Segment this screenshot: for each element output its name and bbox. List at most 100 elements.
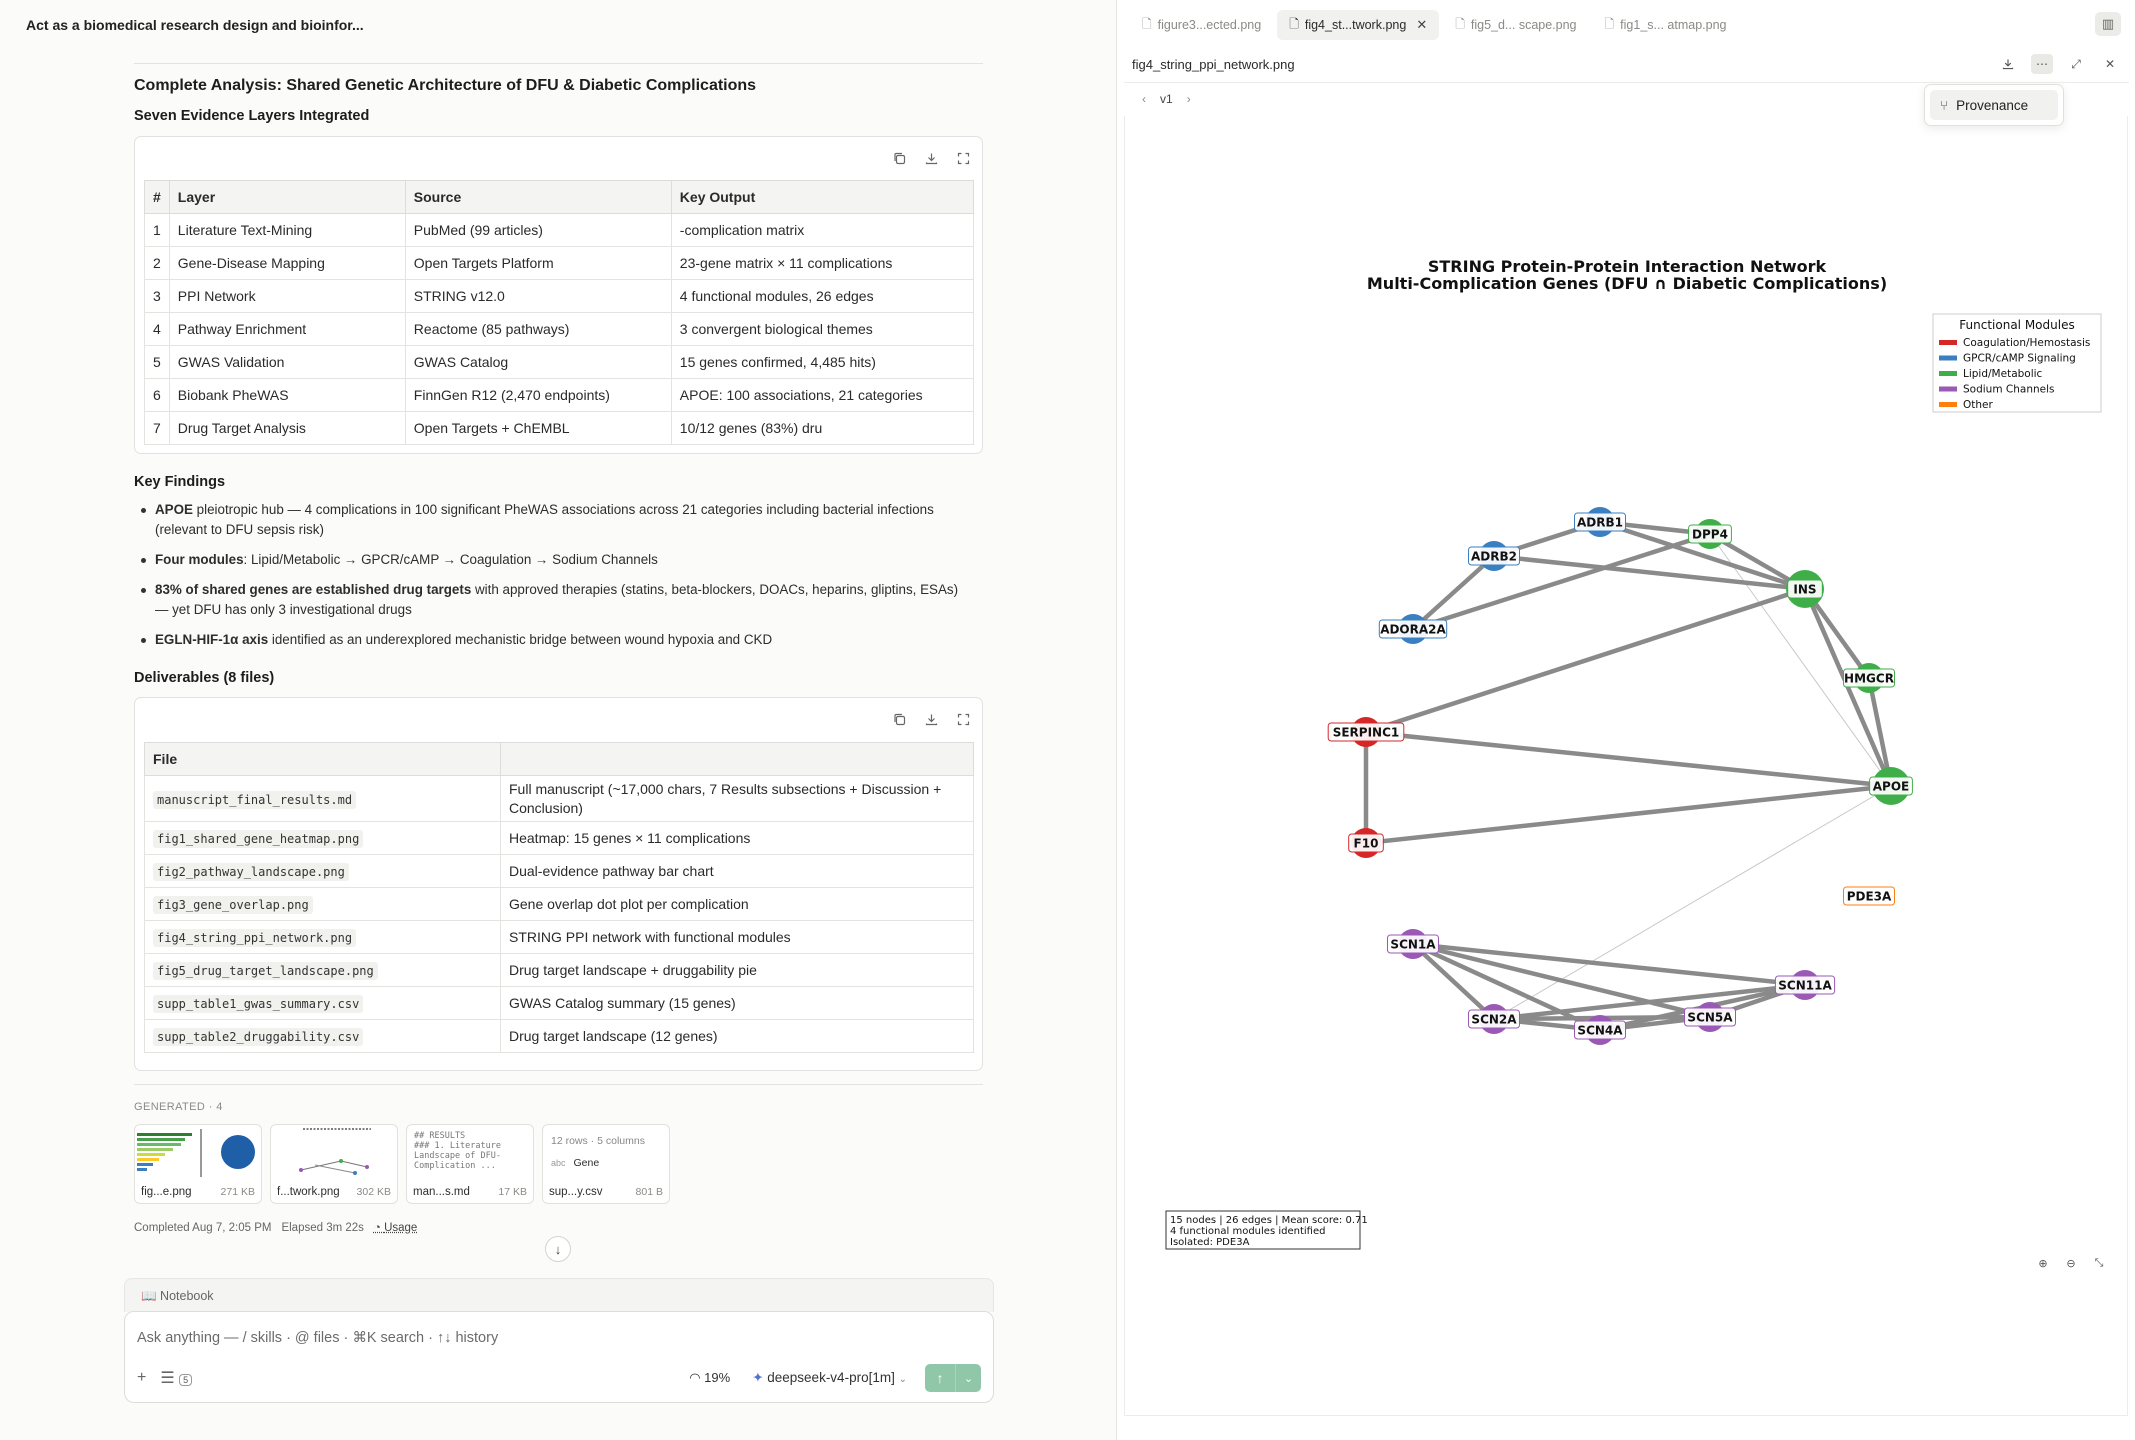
table-tools	[888, 147, 974, 169]
network-edge	[1412, 941, 1806, 988]
table-cell: APOE: 100 associations, 21 categories	[670, 378, 975, 412]
table-row: fig1_shared_gene_heatmap.png Heatmap: 15 …	[144, 821, 974, 855]
thumb-size: 302 KB	[356, 1186, 391, 1198]
chevron-down-icon: ⌄	[898, 1374, 907, 1385]
table-header	[500, 742, 974, 776]
file-cell: fig3_gene_overlap.png	[144, 887, 501, 921]
table-row: fig4_string_ppi_network.png STRING PPI ne…	[144, 920, 974, 954]
network-edge	[1493, 553, 1806, 592]
model-icon: ✦	[752, 1370, 768, 1385]
file-viewer-pane: 🗋 figure3...ected.png 🗋 fig4_st...twork.pn…	[1118, 0, 2135, 1440]
tasks-button[interactable]: ☰ 5	[160, 1368, 193, 1388]
node-label-box	[1378, 619, 1448, 639]
close-icon[interactable]: ✕	[1416, 17, 1428, 32]
usage-link[interactable]: ◔ Usage	[373, 1222, 418, 1234]
stats-box: 15 nodes | 26 edges | Mean score: 0.71 4…	[1165, 1210, 1368, 1250]
divider	[134, 63, 983, 64]
network-node: HMGCR	[1843, 663, 1895, 693]
chevron-right-icon[interactable]: ›	[1186, 91, 1191, 106]
network-node: F10	[1348, 828, 1384, 858]
branch-icon: ⑂	[1940, 97, 1949, 113]
menu-item-provenance[interactable]: ⑂ Provenance	[1930, 90, 2058, 120]
file-name[interactable]: fig5_drug_target_landscape.png	[153, 962, 378, 980]
zoom-out-icon[interactable]: ⊖	[2066, 1257, 2076, 1270]
expand-icon[interactable]	[952, 147, 974, 169]
context-usage[interactable]: ◠ 19%	[689, 1370, 731, 1385]
file-name[interactable]: supp_table1_gwas_summary.csv	[153, 995, 364, 1013]
node-label: SCN5A	[1687, 1011, 1733, 1025]
model-selector[interactable]: ✦ deepseek-v4-pro[1m] ⌄	[752, 1370, 907, 1385]
file-tools: ⋯ ⤢ ✕	[1997, 54, 2121, 74]
copy-icon[interactable]	[888, 708, 910, 730]
notebook-bar[interactable]: 📖 Notebook	[124, 1278, 994, 1312]
composer-toolbar: + ☰ 5 ◠ 19% ✦ deepseek-v4-pro[1m] ⌄ ↑ ⌄	[137, 1364, 981, 1392]
expand-icon[interactable]: ⤢	[2071, 56, 2081, 71]
table-cell: Open Targets Platform	[404, 246, 672, 280]
csv-column: abc Gene	[551, 1157, 600, 1169]
finding-highlight: 83% of shared genes are established drug…	[155, 582, 472, 597]
viewer-tab[interactable]: 🗋 fig1_s... atmap.png	[1593, 10, 1739, 40]
table-cell: 10/12 genes (83%) dru	[670, 411, 975, 445]
generated-file-thumb[interactable]: f...twork.png 302 KB	[270, 1124, 398, 1204]
file-cell: fig5_drug_target_landscape.png	[144, 953, 501, 987]
file-name[interactable]: supp_table2_druggability.csv	[153, 1028, 364, 1046]
download-icon[interactable]	[1997, 54, 2019, 74]
composer-input[interactable]: Ask anything — / skills · @ files · ⌘K s…	[137, 1330, 499, 1346]
table-cell: 1	[144, 213, 170, 247]
file-name[interactable]: fig1_shared_gene_heatmap.png	[153, 830, 364, 848]
files-table: File manuscript_final_results.md Full man…	[144, 742, 974, 1053]
chat-title[interactable]: Act as a biomedical research design and …	[26, 17, 364, 33]
list-icon: ☰	[160, 1370, 175, 1387]
send-options-button[interactable]: ⌄	[955, 1364, 981, 1392]
legend-label: Coagulation/Hemostasis	[1963, 337, 2090, 349]
report-heading: Complete Analysis: Shared Genetic Archit…	[134, 77, 757, 94]
zoom-in-icon[interactable]: ⊕	[2038, 1257, 2048, 1270]
file-name[interactable]: manuscript_final_results.md	[153, 790, 357, 809]
table-header: File	[144, 742, 501, 776]
node-label: PDE3A	[1847, 890, 1892, 904]
files-table-card: File manuscript_final_results.md Full man…	[134, 697, 983, 1071]
chevron-left-icon[interactable]: ‹	[1142, 91, 1146, 106]
file-icon: 🗋	[1142, 16, 1152, 31]
download-icon[interactable]	[920, 708, 942, 730]
generated-file-thumb[interactable]: fig...e.png 271 KB	[134, 1124, 262, 1204]
markdown-preview: ## RESULTS ### 1. Literature Landscape o…	[414, 1131, 501, 1171]
table-cell: 4	[144, 312, 170, 346]
copy-icon[interactable]	[888, 147, 910, 169]
composer[interactable]: Ask anything — / skills · @ files · ⌘K s…	[124, 1311, 994, 1403]
table-cell: Biobank PheWAS	[168, 378, 406, 412]
file-name[interactable]: fig3_gene_overlap.png	[153, 896, 313, 914]
version-bar: ‹ v1 ›	[1124, 82, 2129, 114]
expand-icon[interactable]	[952, 708, 974, 730]
plus-icon[interactable]: +	[137, 1369, 147, 1386]
close-icon[interactable]: ✕	[2104, 57, 2116, 71]
elapsed-time: Elapsed 3m 22s	[281, 1222, 364, 1234]
viewer-tab-active[interactable]: 🗋 fig4_st...twork.png ✕	[1277, 10, 1440, 40]
viewer-tab[interactable]: 🗋 figure3...ected.png	[1130, 10, 1273, 40]
viewer-tabs: 🗋 figure3...ected.png 🗋 fig4_st...twork.pn…	[1118, 10, 2135, 40]
file-name[interactable]: fig2_pathway_landscape.png	[153, 863, 349, 881]
node-label-box	[1574, 512, 1626, 532]
send-button[interactable]: ↑	[925, 1364, 955, 1392]
divider	[134, 1084, 983, 1085]
node-label: SCN11A	[1778, 979, 1832, 993]
stats-line: Isolated: PDE3A	[1170, 1237, 1250, 1248]
description-cell: Drug target landscape (12 genes)	[500, 1019, 974, 1053]
file-name[interactable]: fig4_string_ppi_network.png	[153, 929, 357, 947]
table-tools	[888, 708, 974, 730]
more-icon[interactable]: ⋯	[2031, 54, 2053, 74]
fit-icon[interactable]: ⤡	[2094, 1256, 2104, 1269]
scroll-down-button[interactable]: ↓	[545, 1236, 571, 1262]
legend-swatch	[1939, 355, 1957, 361]
usage-icon: ◔	[373, 1222, 385, 1234]
generated-file-thumb[interactable]: ## RESULTS ### 1. Literature Landscape o…	[406, 1124, 534, 1204]
node-label-box	[1774, 975, 1836, 995]
completed-time: Completed Aug 7, 2:05 PM	[134, 1222, 272, 1234]
generated-file-thumb[interactable]: 12 rows · 5 columns abc Gene sup...y.csv …	[542, 1124, 670, 1204]
viewer-tab[interactable]: 🗋 fig5_d... scape.png	[1443, 10, 1588, 40]
sidebar-toggle-icon[interactable]: ▥	[2095, 12, 2121, 36]
legend-label: GPCR/cAMP Signaling	[1963, 353, 2076, 365]
thumb-size: 801 B	[635, 1186, 663, 1198]
file-cell: fig4_string_ppi_network.png	[144, 920, 501, 954]
download-icon[interactable]	[920, 147, 942, 169]
